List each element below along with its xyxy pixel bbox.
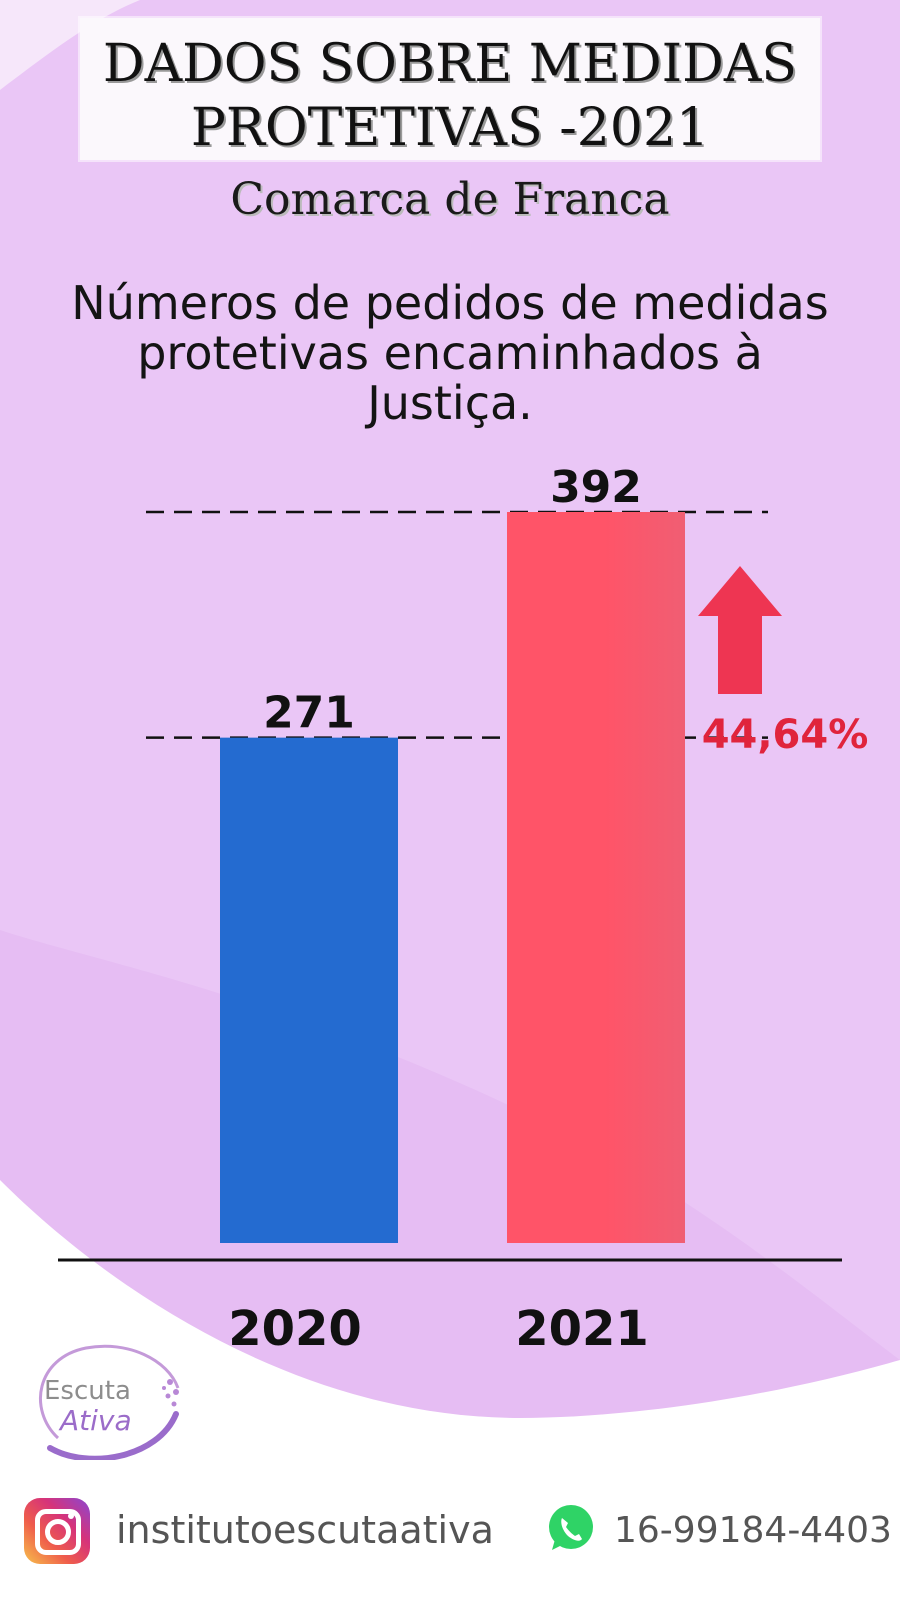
arrow-up-icon [698, 566, 782, 694]
logo-text-escuta: Escuta [44, 1376, 131, 1406]
description-line-2: protetivas encaminhados à [137, 326, 763, 380]
category-label-2020: 2020 [228, 1301, 362, 1357]
description-line-3: Justiça. [367, 376, 533, 430]
category-label-2021: 2021 [515, 1301, 649, 1357]
title-line-2: PROTETIVAS -2021 [190, 98, 710, 158]
logo-text-ativa: Ativa [60, 1404, 132, 1437]
value-label-2021: 392 [550, 462, 642, 513]
instagram-handle[interactable]: institutoescutaativa [116, 1508, 494, 1552]
title-line-1: DADOS SOBRE MEDIDAS [102, 34, 798, 94]
whatsapp-icon[interactable] [538, 1496, 604, 1562]
percent-change-label: 44,64% [702, 712, 869, 758]
description-line-1: Números de pedidos de medidas [71, 276, 829, 330]
escuta-ativa-logo [38, 1344, 180, 1460]
subtitle: Comarca de Franca [230, 174, 670, 225]
bar-2020 [220, 737, 398, 1243]
phone-number[interactable]: 16-99184-4403 [614, 1510, 892, 1551]
title-banner [80, 18, 820, 160]
bar-2021 [507, 512, 685, 1243]
instagram-icon[interactable] [24, 1498, 90, 1564]
value-label-2020: 271 [263, 688, 355, 739]
